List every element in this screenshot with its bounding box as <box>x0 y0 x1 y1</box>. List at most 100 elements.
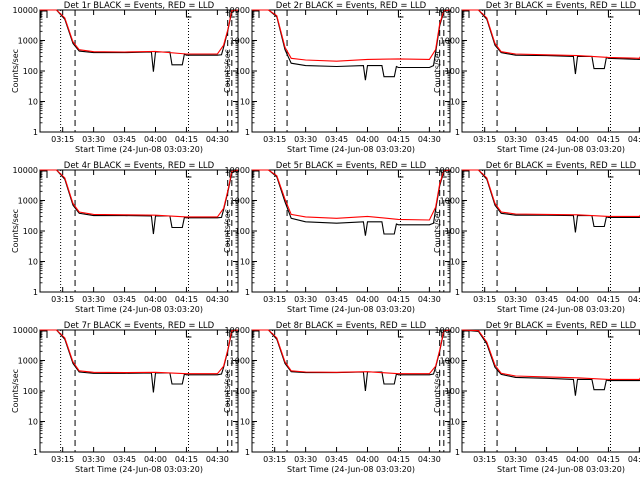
y-tick-label: 100 <box>445 227 460 236</box>
y-tick-label: 10 <box>240 98 250 107</box>
y-tick-label: 10000 <box>435 166 460 175</box>
x-tick-label: 03:45 <box>113 295 136 304</box>
x-tick-label: 04:30 <box>628 455 640 464</box>
series-lld-line <box>40 169 239 218</box>
plot-title: Det 8r BLACK = Events, RED = LLD <box>276 321 427 331</box>
x-tick-label: 03:45 <box>535 295 558 304</box>
x-axis-label: Start Time (24-Jun-08 03:03:20) <box>75 465 203 474</box>
x-tick-label: 03:15 <box>51 135 74 144</box>
detector-plot-4: Det 4r BLACK = Events, RED = LLD 1 10 100 10… <box>11 161 239 314</box>
series-events-line <box>462 169 640 233</box>
y-tick-label: 100 <box>23 67 38 76</box>
y-axis-label: Counts/sec <box>11 49 20 93</box>
y-tick-label: 1 <box>245 128 250 137</box>
start-marker <box>462 330 470 338</box>
x-tick-label: 03:30 <box>294 455 317 464</box>
start-marker <box>252 330 260 338</box>
flag-marker <box>607 330 614 338</box>
flag-marker <box>397 10 404 18</box>
x-axis-label: Start Time (24-Jun-08 03:03:20) <box>75 145 203 154</box>
y-tick-label: 10000 <box>13 6 38 15</box>
plot-frame <box>461 169 640 293</box>
flag-marker <box>229 330 235 338</box>
y-axis-label: Counts/sec <box>11 209 20 253</box>
y-tick-label: 10000 <box>225 6 250 15</box>
y-tick-label: 1 <box>455 448 460 457</box>
series-lld-line <box>462 9 640 59</box>
plot-title: Det 7r BLACK = Events, RED = LLD <box>64 321 215 331</box>
x-tick-label: 04:00 <box>144 455 167 464</box>
x-tick-label: 04:15 <box>597 135 620 144</box>
x-tick-label: 03:30 <box>294 135 317 144</box>
x-tick-label: 03:15 <box>263 455 286 464</box>
x-tick-label: 03:15 <box>473 135 496 144</box>
x-tick-label: 03:30 <box>82 295 105 304</box>
x-tick-label: 04:00 <box>566 135 589 144</box>
start-marker <box>462 10 470 18</box>
x-tick-label: 03:45 <box>113 455 136 464</box>
series-lld-line <box>462 169 640 217</box>
y-tick-label: 10 <box>450 258 460 267</box>
x-tick-label: 03:15 <box>51 455 74 464</box>
y-tick-label: 100 <box>445 387 460 396</box>
x-tick-label: 04:15 <box>597 455 620 464</box>
y-tick-label: 1 <box>33 288 38 297</box>
y-tick-label: 10000 <box>435 326 460 335</box>
flag-marker <box>607 10 614 18</box>
detector-plot-5: Det 5r BLACK = Events, RED = LLD 1 10 100 10… <box>223 161 451 314</box>
flag-marker <box>185 10 192 18</box>
y-tick-label: 100 <box>23 227 38 236</box>
y-tick-label: 1000 <box>440 357 460 366</box>
flag-marker <box>397 170 404 178</box>
y-tick-label: 1 <box>245 448 250 457</box>
y-axis-label: Counts/sec <box>433 49 442 93</box>
flag-marker <box>607 170 614 178</box>
detector-plot-7: Det 7r BLACK = Events, RED = LLD 1 10 100 10… <box>11 321 239 474</box>
y-tick-label: 1000 <box>18 357 38 366</box>
detector-plot-2: Det 2r BLACK = Events, RED = LLD 1 10 100 10… <box>223 1 451 154</box>
series-lld-line <box>40 329 239 375</box>
x-tick-label: 04:30 <box>206 455 229 464</box>
series-lld-line <box>252 329 451 375</box>
detector-plot-6: Det 6r BLACK = Events, RED = LLD 1 10 100 10… <box>433 161 640 314</box>
y-tick-label: 1 <box>455 288 460 297</box>
x-axis-label: Start Time (24-Jun-08 03:03:20) <box>287 145 415 154</box>
series-lld-line <box>40 9 239 55</box>
x-axis-label: Start Time (24-Jun-08 03:03:20) <box>497 465 625 474</box>
x-tick-label: 04:00 <box>144 295 167 304</box>
plot-frame <box>461 9 640 133</box>
x-tick-label: 04:30 <box>628 295 640 304</box>
y-tick-label: 10 <box>28 418 38 427</box>
start-marker <box>40 10 48 18</box>
y-tick-label: 10 <box>450 418 460 427</box>
plot-frame <box>39 9 239 133</box>
y-axis-label: Counts/sec <box>223 369 232 413</box>
y-tick-label: 10 <box>240 418 250 427</box>
y-axis-label: Counts/sec <box>433 369 442 413</box>
x-tick-label: 04:00 <box>144 135 167 144</box>
y-tick-label: 10000 <box>225 326 250 335</box>
x-tick-label: 03:30 <box>504 295 527 304</box>
y-tick-label: 100 <box>445 67 460 76</box>
plot-frame <box>251 9 451 133</box>
x-tick-label: 04:15 <box>387 455 410 464</box>
y-tick-label: 1 <box>33 128 38 137</box>
x-tick-label: 03:30 <box>82 455 105 464</box>
detector-plot-8: Det 8r BLACK = Events, RED = LLD 1 10 100 10… <box>223 321 451 474</box>
detector-plot-9: Det 9r BLACK = Events, RED = LLD 1 10 100 10… <box>433 321 640 474</box>
series-events-line <box>462 9 640 75</box>
y-tick-label: 10 <box>450 98 460 107</box>
series-events-line <box>252 9 451 81</box>
plot-title: Det 9r BLACK = Events, RED = LLD <box>486 321 637 331</box>
x-tick-label: 03:15 <box>263 135 286 144</box>
y-tick-label: 100 <box>235 67 250 76</box>
y-tick-label: 1000 <box>230 197 250 206</box>
detector-plot-1: Det 1r BLACK = Events, RED = LLD 1 10 100 10… <box>11 1 239 154</box>
y-tick-label: 10 <box>240 258 250 267</box>
plot-title: Det 5r BLACK = Events, RED = LLD <box>276 161 427 171</box>
x-tick-label: 03:15 <box>51 295 74 304</box>
y-axis-label: Counts/sec <box>223 209 232 253</box>
plot-title: Det 2r BLACK = Events, RED = LLD <box>276 1 427 11</box>
y-tick-label: 1000 <box>18 37 38 46</box>
